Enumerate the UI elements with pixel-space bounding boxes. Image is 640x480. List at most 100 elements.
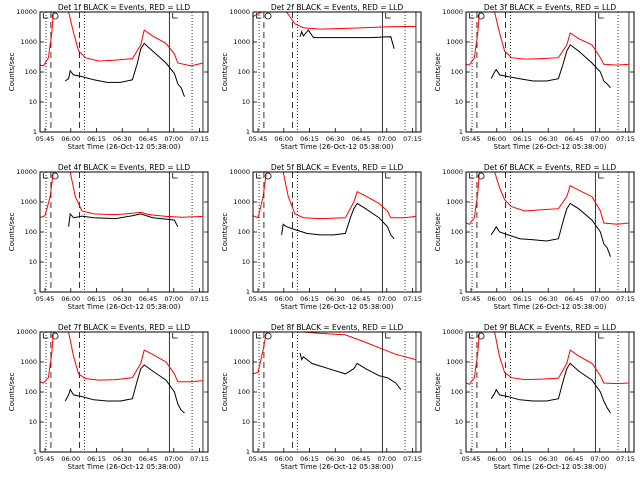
- x-tick-label: 05:45: [462, 135, 481, 143]
- plot-frame: [252, 331, 422, 453]
- x-tick-label: 06:00: [61, 455, 80, 463]
- bracket-marker-icon: [468, 173, 604, 179]
- lld-series-line: [39, 171, 204, 219]
- panel-title: Det 1f BLACK = Events, RED = LLD: [58, 3, 191, 12]
- circle-marker-icon: [477, 172, 485, 180]
- y-tick-label: 10: [242, 258, 250, 266]
- x-tick-label: 05:45: [36, 135, 55, 143]
- panel-title: Det 7f BLACK = Events, RED = LLD: [58, 323, 191, 332]
- x-tick-label: 06:45: [139, 455, 158, 463]
- x-tick-label: 06:45: [139, 135, 158, 143]
- y-tick-label: 100: [25, 228, 37, 236]
- y-tick-label: 100: [25, 68, 37, 76]
- x-tick-label: 06:00: [487, 295, 506, 303]
- y-tick-label: 1: [459, 128, 463, 136]
- y-tick-label: 1000: [446, 358, 463, 366]
- plot-frame: [465, 331, 635, 453]
- x-tick-label: 07:15: [616, 135, 635, 143]
- events-series-line: [64, 364, 185, 414]
- x-tick-label: 06:30: [113, 455, 132, 463]
- x-tick-label: 06:00: [61, 135, 80, 143]
- y-tick-label: 1: [459, 448, 463, 456]
- panel-title: Det 4f BLACK = Events, RED = LLD: [58, 163, 191, 172]
- plot-frame: [39, 11, 209, 133]
- y-axis-label: Counts/sec: [8, 213, 16, 252]
- y-tick-label: 10: [29, 98, 37, 106]
- panel-det-7: Det 7f BLACK = Events, RED = LLD 1 10 100 10…: [8, 323, 209, 471]
- y-axis-label: Counts/sec: [221, 373, 229, 412]
- x-tick-label: 05:45: [36, 295, 55, 303]
- x-tick-label: 06:15: [87, 135, 106, 143]
- y-tick-label: 10: [29, 418, 37, 426]
- x-tick-label: 07:15: [403, 295, 422, 303]
- lld-series-line: [252, 11, 417, 30]
- events-series-line: [490, 362, 611, 414]
- y-tick-label: 1: [459, 288, 463, 296]
- y-tick-label: 1000: [20, 38, 37, 46]
- y-tick-label: 100: [238, 228, 250, 236]
- x-tick-label: 06:15: [300, 295, 319, 303]
- x-tick-label: 06:30: [539, 455, 558, 463]
- y-axis-label: Counts/sec: [434, 213, 442, 252]
- y-tick-label: 100: [451, 68, 463, 76]
- x-tick-label: 05:45: [249, 135, 268, 143]
- x-axis-label: Start Time (26-Oct-12 05:38:00): [68, 303, 181, 311]
- x-axis-label: Start Time (26-Oct-12 05:38:00): [281, 143, 394, 151]
- x-tick-label: 06:00: [274, 455, 293, 463]
- circle-marker-icon: [51, 172, 59, 180]
- x-axis-label: Start Time (26-Oct-12 05:38:00): [281, 463, 394, 471]
- y-tick-label: 10000: [442, 168, 463, 176]
- circle-marker-icon: [264, 172, 272, 180]
- y-tick-label: 1: [246, 128, 250, 136]
- x-tick-label: 05:45: [249, 455, 268, 463]
- lld-series-line: [465, 11, 630, 66]
- y-tick-label: 10000: [16, 328, 37, 336]
- panel-title: Det 6f BLACK = Events, RED = LLD: [484, 163, 617, 172]
- events-series-line: [281, 202, 395, 240]
- events-series-line: [299, 29, 395, 49]
- x-tick-label: 07:15: [403, 135, 422, 143]
- x-tick-label: 06:30: [539, 295, 558, 303]
- x-tick-label: 06:30: [113, 295, 132, 303]
- x-tick-label: 07:00: [164, 295, 183, 303]
- y-tick-label: 1000: [20, 198, 37, 206]
- x-tick-label: 06:45: [352, 455, 371, 463]
- events-series-line: [490, 202, 611, 257]
- y-tick-label: 10000: [229, 168, 250, 176]
- x-tick-label: 07:15: [403, 455, 422, 463]
- y-tick-label: 10000: [229, 328, 250, 336]
- plot-frame: [39, 171, 209, 293]
- x-tick-label: 06:00: [274, 295, 293, 303]
- panel-det-8: Det 8f BLACK = Events, RED = LLD 1 10 100 10…: [221, 323, 422, 471]
- y-tick-label: 1: [33, 288, 37, 296]
- x-tick-label: 05:45: [462, 455, 481, 463]
- y-axis-label: Counts/sec: [8, 373, 16, 412]
- lld-series-line: [465, 171, 630, 225]
- x-tick-label: 06:15: [513, 135, 532, 143]
- y-tick-label: 1000: [233, 198, 250, 206]
- x-tick-label: 06:15: [87, 295, 106, 303]
- y-axis-label: Counts/sec: [434, 373, 442, 412]
- panel-title: Det 9f BLACK = Events, RED = LLD: [484, 323, 617, 332]
- events-series-line: [299, 352, 402, 390]
- x-tick-label: 05:45: [36, 455, 55, 463]
- x-tick-label: 07:15: [616, 455, 635, 463]
- x-tick-label: 06:15: [513, 455, 532, 463]
- x-tick-label: 07:00: [590, 135, 609, 143]
- y-tick-label: 1: [246, 288, 250, 296]
- circle-marker-icon: [264, 12, 272, 20]
- y-tick-label: 10: [455, 98, 463, 106]
- plot-frame: [465, 11, 635, 133]
- x-tick-label: 06:15: [300, 135, 319, 143]
- circle-marker-icon: [264, 332, 272, 340]
- bracket-marker-icon: [255, 173, 391, 179]
- x-tick-label: 06:15: [513, 295, 532, 303]
- y-tick-label: 1000: [233, 358, 250, 366]
- x-tick-label: 05:45: [462, 295, 481, 303]
- y-tick-label: 1: [33, 128, 37, 136]
- x-tick-label: 06:00: [274, 135, 293, 143]
- lld-series-line: [252, 171, 417, 220]
- y-tick-label: 10: [455, 418, 463, 426]
- y-tick-label: 10: [242, 98, 250, 106]
